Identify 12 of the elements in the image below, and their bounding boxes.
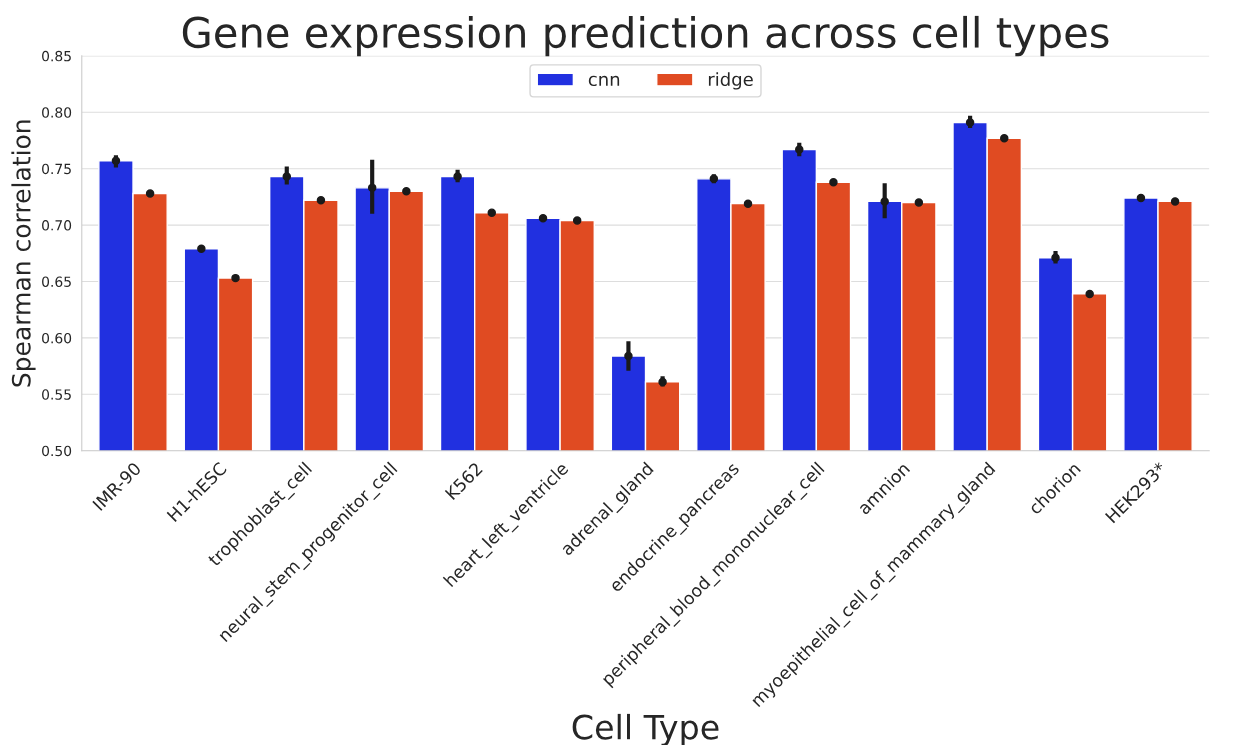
- y-tick-label: 0.80: [42, 107, 72, 118]
- legend-label: ridge: [708, 72, 753, 90]
- legend-label: cnn: [588, 75, 620, 87]
- y-tick-label: 0.55: [42, 389, 71, 400]
- y-tick-label: 0.85: [42, 50, 71, 62]
- chart-title: Gene expression prediction across cell types: [182, 15, 1109, 57]
- y-axis-title: Spearman correlation: [11, 120, 36, 387]
- y-tick-label: 0.50: [42, 445, 72, 457]
- y-tick-label: 0.60: [42, 332, 72, 344]
- y-tick-label: 0.75: [42, 163, 71, 175]
- y-tick-label: 0.70: [42, 220, 72, 231]
- y-tick-label: 0.65: [42, 276, 71, 287]
